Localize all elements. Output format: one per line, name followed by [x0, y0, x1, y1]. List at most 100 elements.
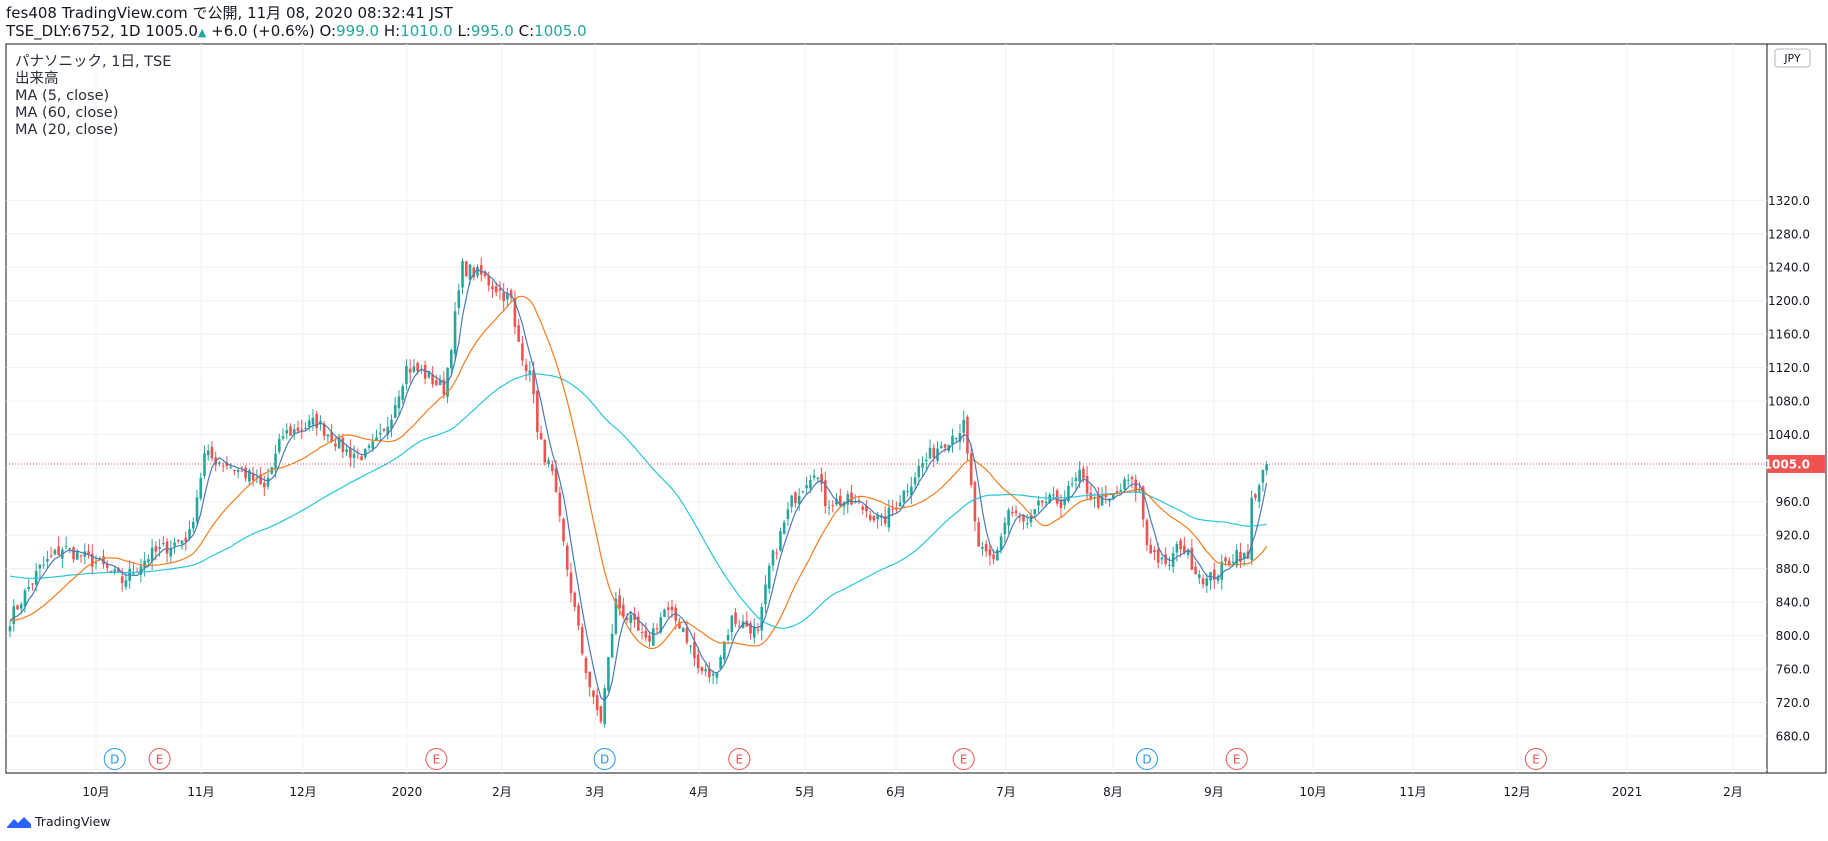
candle-body: [472, 267, 476, 277]
candle-body: [1138, 490, 1141, 492]
legend-title[interactable]: パナソニック, 1日, TSE: [15, 54, 172, 70]
candle-body: [72, 547, 75, 560]
candle-body: [1082, 468, 1085, 479]
candle-body: [251, 472, 255, 481]
candle-body: [450, 350, 453, 369]
candle-body: [580, 627, 584, 654]
candle-body: [883, 516, 887, 524]
candle-body: [76, 551, 79, 560]
event-marker-earnings[interactable]: [148, 748, 171, 770]
candle-body: [375, 437, 378, 441]
candle-body: [405, 365, 408, 385]
close-value: 1005.0: [534, 22, 587, 40]
candle-body: [158, 547, 161, 549]
low-value: 995.0: [470, 22, 514, 40]
candle-body: [820, 474, 823, 484]
candle-body: [651, 628, 655, 646]
legend-ma60[interactable]: MA (60, close): [15, 105, 119, 121]
candle-body: [1048, 494, 1052, 503]
candle-body: [487, 275, 491, 286]
candle-body: [53, 549, 57, 555]
last-price-label: 1005.0: [1764, 457, 1810, 471]
candle-body: [719, 657, 722, 669]
y-tick-label: 1240.0: [1768, 261, 1810, 275]
candle-body: [610, 633, 614, 658]
candle-body: [1033, 508, 1037, 515]
event-marker-earnings[interactable]: [952, 748, 975, 770]
candle-body: [902, 490, 906, 503]
candle-body: [364, 449, 367, 458]
currency-badge[interactable]: [1774, 48, 1811, 68]
candle-body: [1183, 545, 1186, 553]
candle-body: [1085, 475, 1089, 494]
y-tick-label: 1120.0: [1768, 361, 1810, 375]
last-price-badge: [1768, 454, 1825, 473]
candle-body: [210, 446, 214, 459]
candle-body: [618, 595, 621, 609]
candle-body: [711, 673, 715, 676]
candle-body: [334, 443, 337, 447]
open-label: O:: [319, 22, 337, 40]
candle-body: [835, 498, 838, 505]
y-tick-label: 800.0: [1776, 629, 1810, 643]
candle-body: [764, 584, 767, 605]
event-marker-dividend[interactable]: [1135, 748, 1158, 770]
candle-body: [670, 606, 674, 611]
x-tick-label: 3月: [585, 785, 605, 799]
candle-body: [479, 265, 483, 275]
event-marker-dividend[interactable]: [103, 748, 126, 770]
candle-body: [1235, 549, 1239, 566]
candle-body: [416, 362, 419, 371]
y-tick-label: 720.0: [1776, 696, 1810, 710]
x-tick-label: 11月: [1399, 785, 1426, 799]
candle-body: [622, 604, 625, 617]
candle-body: [461, 260, 464, 288]
candle-body: [805, 485, 808, 489]
candle-body: [872, 515, 876, 521]
candle-body: [782, 522, 786, 534]
event-marker-dividend[interactable]: [593, 748, 616, 770]
candle-body: [124, 580, 128, 587]
footer-brand-label: TradingView: [35, 814, 111, 829]
candle-body: [285, 430, 289, 434]
candle-body: [476, 266, 479, 276]
candle-body: [1063, 498, 1066, 506]
candle-body: [797, 495, 801, 505]
candle-body: [1059, 500, 1063, 508]
candle-body: [1198, 574, 1201, 578]
candle-body: [326, 434, 330, 437]
candle-body: [199, 477, 203, 499]
legend-ma20[interactable]: MA (20, close): [15, 122, 119, 138]
candle-body: [506, 293, 509, 300]
x-tick-label: 11月: [187, 785, 214, 799]
footer-brand[interactable]: TradingView: [6, 814, 111, 829]
candle-body: [330, 432, 333, 442]
candle-body: [775, 552, 778, 554]
candle-body: [113, 569, 117, 573]
candle-body: [464, 261, 468, 277]
candle-body: [655, 628, 659, 630]
event-marker-earnings[interactable]: [1524, 748, 1547, 770]
event-marker-earnings[interactable]: [728, 748, 751, 770]
candle-body: [1156, 549, 1160, 563]
candle-body: [969, 453, 973, 486]
candle-body: [528, 370, 532, 376]
x-tick-label: 12月: [1503, 785, 1530, 799]
event-marker-label: E: [1532, 753, 1540, 767]
candle-body: [281, 436, 285, 439]
candle-body: [696, 654, 700, 669]
publisher-text: fes408 TradingView.com で公開, 11月 08, 2020…: [6, 4, 453, 22]
candle-body: [595, 695, 599, 711]
legend-volume[interactable]: 出来高: [15, 71, 59, 87]
candle-body: [442, 379, 446, 395]
event-marker-earnings[interactable]: [1225, 748, 1248, 770]
x-tick-label: 7月: [996, 785, 1016, 799]
candle-body: [248, 470, 251, 482]
candle-body: [532, 370, 535, 395]
candle-body: [102, 556, 105, 565]
up-triangle-icon: ▲: [197, 26, 207, 39]
legend-ma5[interactable]: MA (5, close): [15, 88, 110, 104]
candle-body: [1112, 494, 1115, 499]
event-marker-earnings[interactable]: [425, 748, 448, 770]
